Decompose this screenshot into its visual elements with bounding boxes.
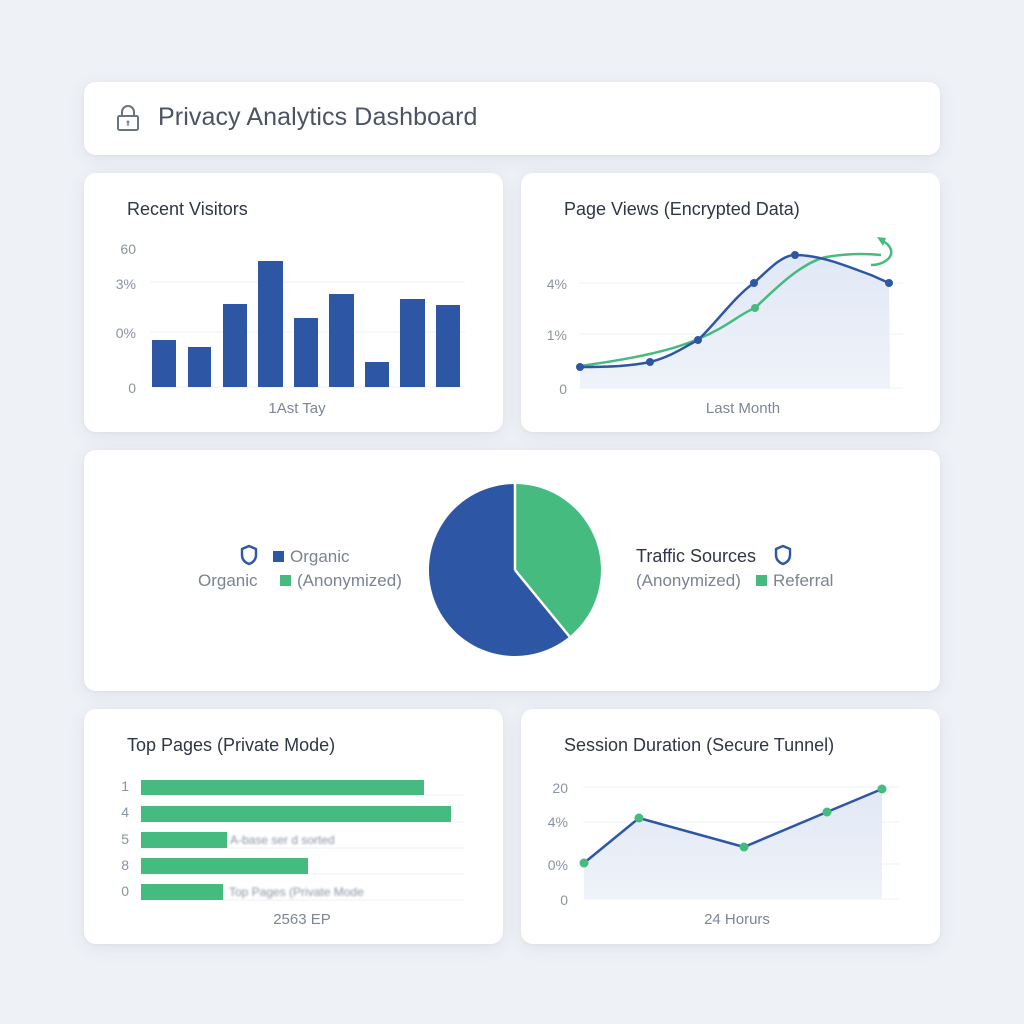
top-pages-title: Top Pages (Private Mode) xyxy=(127,735,336,755)
x-axis-label: 2563 EP xyxy=(273,911,331,928)
legend-label-organic-secondary: Organic xyxy=(198,571,258,590)
legend-swatch-anonymized xyxy=(280,575,291,586)
legend-swatch-referral xyxy=(756,575,767,586)
data-point[interactable] xyxy=(646,358,654,366)
y-tick: 1% xyxy=(547,327,567,343)
legend-label-anonymized: (Anonymized) xyxy=(297,571,402,590)
pie-slice-organic[interactable] xyxy=(428,484,570,656)
bar[interactable] xyxy=(400,299,425,387)
row-label: 0 xyxy=(121,883,129,899)
bar[interactable] xyxy=(365,362,389,387)
area-fill xyxy=(580,255,890,388)
bar[interactable] xyxy=(141,780,424,795)
row-label: 5 xyxy=(121,831,129,847)
bar[interactable] xyxy=(294,318,318,387)
traffic-sources-subtitle: (Anonymized) xyxy=(636,571,741,590)
top-pages-bar-chart: 1 4 5 8 0 A-base ser d sorted Top Pages … xyxy=(121,778,464,928)
lock-icon xyxy=(117,105,139,131)
bar[interactable] xyxy=(141,806,451,822)
data-point[interactable] xyxy=(694,336,702,344)
traffic-sources-card: Organic Organic (Anonymized) Traffic Sou… xyxy=(84,450,940,691)
shield-icon xyxy=(240,544,258,566)
blurred-label: A-base ser d sorted xyxy=(230,833,335,847)
row-label: 1 xyxy=(121,778,129,794)
refresh-arrow-icon[interactable] xyxy=(870,237,893,267)
x-axis-label: 24 Horurs xyxy=(704,911,770,928)
bar[interactable] xyxy=(141,884,223,900)
row-label: 4 xyxy=(121,804,129,820)
y-tick: 0 xyxy=(128,380,136,396)
data-point[interactable] xyxy=(739,842,749,852)
x-axis-label: 1Ast Tay xyxy=(268,400,326,417)
bar[interactable] xyxy=(436,305,460,387)
page-title: Privacy Analytics Dashboard xyxy=(158,103,478,131)
data-point[interactable] xyxy=(791,251,799,259)
data-point[interactable] xyxy=(751,304,759,312)
traffic-sources-title: Traffic Sources xyxy=(636,546,757,566)
session-duration-title: Session Duration (Secure Tunnel) xyxy=(564,735,835,755)
data-point[interactable] xyxy=(576,363,584,371)
data-point[interactable] xyxy=(750,279,758,287)
row-label: 8 xyxy=(121,857,129,873)
blue-series-line xyxy=(579,253,890,369)
shield-icon xyxy=(774,544,792,566)
legend-label-organic: Organic xyxy=(290,547,350,566)
recent-visitors-bar-chart: 60 3% 0% 0 1Ast Tay xyxy=(116,241,465,417)
blurred-label: Top Pages (Private Mode xyxy=(229,885,364,899)
dashboard-header: Privacy Analytics Dashboard xyxy=(84,82,940,155)
top-pages-card: Top Pages (Private Mode) 1 4 5 8 0 A-bas… xyxy=(84,709,503,944)
y-tick: 0 xyxy=(559,381,567,397)
data-point[interactable] xyxy=(885,279,893,287)
bar[interactable] xyxy=(329,294,354,387)
page-views-card: Page Views (Encrypted Data) 4% 1% 0 Last… xyxy=(521,173,940,432)
bar[interactable] xyxy=(258,261,283,387)
recent-visitors-title: Recent Visitors xyxy=(127,199,248,219)
bar[interactable] xyxy=(141,832,227,848)
legend-label-referral: Referral xyxy=(773,571,834,590)
data-point[interactable] xyxy=(634,813,644,823)
session-duration-line-chart: 20 4% 0% 0 24 Horurs xyxy=(548,780,899,928)
bar[interactable] xyxy=(223,304,247,387)
page-views-line-chart: 4% 1% 0 Last Month xyxy=(547,237,903,417)
session-duration-card: Session Duration (Secure Tunnel) 20 4% 0… xyxy=(521,709,940,944)
x-axis-label: Last Month xyxy=(706,400,780,417)
data-point[interactable] xyxy=(822,807,832,817)
y-tick: 0% xyxy=(116,325,136,341)
recent-visitors-card: Recent Visitors 60 3% 0% 0 1Ast Tay xyxy=(84,173,503,432)
y-tick: 0 xyxy=(560,892,568,908)
data-point[interactable] xyxy=(877,784,887,794)
y-tick: 4% xyxy=(547,276,567,292)
pie-slice-referral[interactable] xyxy=(515,484,601,637)
bar[interactable] xyxy=(152,340,176,387)
traffic-sources-pie-chart xyxy=(428,484,601,656)
data-point[interactable] xyxy=(579,858,589,868)
legend-swatch-organic xyxy=(273,551,284,562)
page-views-title: Page Views (Encrypted Data) xyxy=(564,199,800,219)
y-tick: 3% xyxy=(116,276,136,292)
y-tick: 4% xyxy=(548,814,568,830)
bar[interactable] xyxy=(141,858,308,874)
bars xyxy=(152,261,460,387)
y-tick: 20 xyxy=(552,780,568,796)
bar[interactable] xyxy=(188,347,211,387)
y-tick: 0% xyxy=(548,857,568,873)
y-tick: 60 xyxy=(120,241,136,257)
